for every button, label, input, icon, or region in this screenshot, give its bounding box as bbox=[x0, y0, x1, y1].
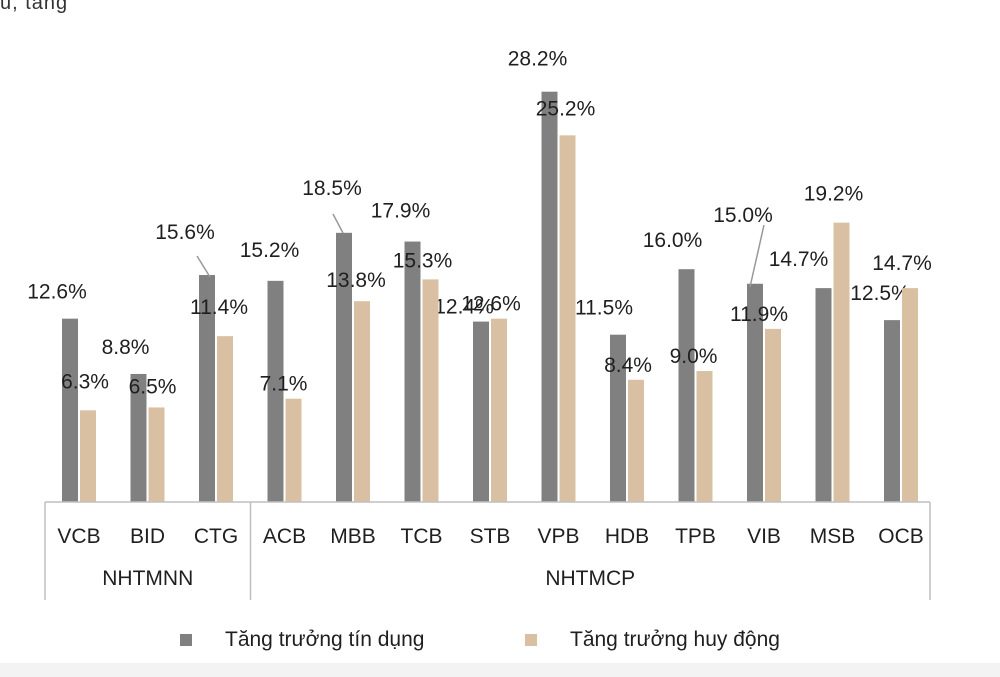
bar-msb-credit bbox=[815, 288, 832, 502]
bar-stb-credit bbox=[473, 321, 489, 502]
bar-bid-deposit bbox=[148, 407, 165, 502]
bar-stb-deposit bbox=[491, 318, 507, 502]
leader-line-ctg bbox=[196, 255, 211, 278]
data-label-hdb-deposit: 8.4% bbox=[604, 354, 652, 377]
bar-ctg-credit bbox=[199, 275, 215, 502]
bar-tcb-credit bbox=[404, 241, 421, 502]
data-label-ocb-deposit: 14.7% bbox=[872, 252, 932, 275]
data-label-msb-credit: 14.7% bbox=[769, 248, 829, 271]
legend-label-deposit: Tăng trưởng huy động bbox=[570, 628, 780, 651]
group-label-nhtmnn: NHTMNN bbox=[102, 567, 193, 590]
data-label-mbb-deposit: 13.8% bbox=[326, 269, 386, 292]
category-label-vpb: VPB bbox=[537, 525, 579, 548]
bar-vib-credit bbox=[747, 283, 763, 502]
category-label-mbb: MBB bbox=[330, 525, 376, 548]
data-label-tpb-credit: 16.0% bbox=[643, 229, 703, 252]
category-label-ocb: OCB bbox=[878, 525, 924, 548]
data-label-vib-deposit: 11.9% bbox=[730, 303, 788, 326]
data-label-msb-deposit: 19.2% bbox=[804, 183, 864, 206]
data-label-bid-credit: 8.8% bbox=[102, 336, 150, 359]
bar-acb-deposit bbox=[285, 398, 302, 502]
data-label-acb-credit: 15.2% bbox=[240, 239, 300, 262]
category-label-ctg: CTG bbox=[194, 525, 238, 548]
category-label-vib: VIB bbox=[747, 525, 781, 548]
bar-ocb-deposit bbox=[902, 288, 918, 502]
legend-swatch-credit bbox=[180, 634, 192, 646]
data-label-vpb-deposit: 25.2% bbox=[536, 97, 596, 120]
category-label-tpb: TPB bbox=[675, 525, 716, 548]
category-label-tcb: TCB bbox=[401, 525, 443, 548]
bar-bid-credit bbox=[130, 373, 147, 502]
data-label-acb-deposit: 7.1% bbox=[260, 373, 308, 396]
leader-line-vib bbox=[749, 224, 765, 288]
bar-acb-credit bbox=[267, 280, 284, 502]
group-label-nhtmcp: NHTMCP bbox=[545, 567, 635, 590]
category-label-stb: STB bbox=[470, 525, 511, 548]
legend-swatch-deposit bbox=[525, 634, 537, 646]
data-label-stb-deposit: 12.6% bbox=[461, 293, 521, 316]
data-label-bid-deposit: 6.5% bbox=[129, 375, 177, 398]
bar-ocb-credit bbox=[884, 320, 900, 502]
data-label-tcb-deposit: 15.3% bbox=[393, 249, 453, 272]
bar-vpb-credit bbox=[541, 91, 558, 502]
data-label-vcb-deposit: 6.3% bbox=[61, 370, 109, 393]
data-label-stb-credit: 12.4% bbox=[434, 296, 494, 319]
data-label-tcb-credit: 17.9% bbox=[371, 200, 431, 223]
bar-vib-deposit bbox=[765, 328, 781, 502]
category-label-acb: ACB bbox=[263, 525, 306, 548]
bar-ctg-deposit bbox=[217, 336, 233, 502]
bar-msb-deposit bbox=[833, 222, 850, 502]
category-label-msb: MSB bbox=[810, 525, 856, 548]
bar-tpb-deposit bbox=[696, 371, 713, 502]
data-label-vib-credit: 15.0% bbox=[713, 204, 773, 227]
category-label-bid: BID bbox=[130, 525, 165, 548]
data-label-vpb-credit: 28.2% bbox=[508, 48, 568, 71]
page-divider bbox=[0, 663, 1000, 677]
data-label-vcb-credit: 12.6% bbox=[27, 281, 87, 304]
bar-tpb-credit bbox=[678, 269, 695, 502]
page-text-fragment: u, tăng bbox=[0, 0, 69, 14]
bar-hdb-credit bbox=[610, 334, 626, 502]
bar-mbb-credit bbox=[336, 232, 352, 502]
data-label-ctg-deposit: 11.4% bbox=[190, 296, 248, 319]
data-label-ocb-credit: 12.5% bbox=[850, 282, 910, 305]
category-label-hdb: HDB bbox=[605, 525, 649, 548]
bar-vcb-credit bbox=[62, 318, 78, 502]
legend-label-credit: Tăng trưởng tín dụng bbox=[225, 628, 424, 651]
bar-vpb-deposit bbox=[559, 135, 576, 502]
bar-hdb-deposit bbox=[628, 379, 644, 502]
data-label-tpb-deposit: 9.0% bbox=[670, 345, 718, 368]
data-label-hdb-credit: 11.5% bbox=[575, 297, 633, 320]
bar-tcb-deposit bbox=[422, 279, 439, 502]
data-label-mbb-credit: 18.5% bbox=[302, 177, 362, 200]
bar-vcb-deposit bbox=[80, 410, 96, 502]
data-label-ctg-credit: 15.6% bbox=[155, 221, 215, 244]
bar-mbb-deposit bbox=[354, 301, 370, 502]
leader-line-mbb bbox=[332, 213, 344, 234]
category-label-vcb: VCB bbox=[57, 525, 100, 548]
